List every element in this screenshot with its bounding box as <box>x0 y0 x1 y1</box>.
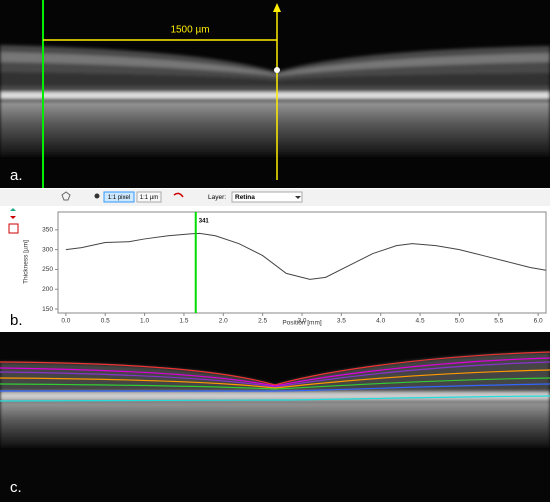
x-tick-label: 2.5 <box>258 318 267 325</box>
x-tick-label: 4.5 <box>416 318 425 325</box>
y-tick-label: 200 <box>42 286 53 293</box>
scale-annotation: 1500 µm <box>170 25 209 36</box>
pixel-button[interactable] <box>103 191 135 203</box>
layer-dropdown[interactable] <box>231 191 303 203</box>
panel-label: c. <box>10 479 22 496</box>
button-label: 1:1 µm <box>140 195 158 201</box>
x-tick-label: 1.0 <box>140 318 149 325</box>
y-tick-label: 250 <box>42 266 53 273</box>
oct-scan-c: c. <box>0 332 550 502</box>
x-tick-label: 6.0 <box>534 318 543 325</box>
x-tick-label: 4.0 <box>376 318 385 325</box>
thickness-panel: 1:1 pixel 1:1 µm Layer: Retina Thickness… <box>0 189 550 331</box>
marker-value-label: 341 <box>199 219 210 225</box>
x-tick-label: 0.5 <box>101 318 110 325</box>
y-tick-label: 350 <box>42 227 53 234</box>
y-axis-title: Thickness [µm] <box>23 240 30 284</box>
x-tick-label: 3.0 <box>297 318 306 325</box>
x-tick-label: 0.0 <box>61 318 70 325</box>
x-tick-label: 3.5 <box>337 318 346 325</box>
button-label: 1:1 pixel <box>108 195 130 201</box>
oct-scan-a: 1500 µm a. <box>0 0 550 188</box>
x-axis-title: Position [mm] <box>282 320 322 327</box>
x-tick-label: 5.5 <box>494 318 503 325</box>
layer-label: Layer: <box>208 194 226 201</box>
x-tick-label: 5.0 <box>455 318 464 325</box>
panel-label: a. <box>10 167 23 184</box>
y-tick-label: 300 <box>42 246 53 253</box>
person-icon[interactable] <box>94 193 100 199</box>
hand-icon[interactable] <box>61 191 71 201</box>
x-tick-label: 1.5 <box>179 318 188 325</box>
y-tick-label: 150 <box>42 306 53 313</box>
layer-value: Retina <box>235 194 255 201</box>
panel-label: b. <box>10 312 23 329</box>
tool-icon[interactable] <box>173 192 184 198</box>
x-tick-label: 2.0 <box>219 318 228 325</box>
um-button[interactable] <box>136 191 162 203</box>
thickness-line <box>65 232 547 280</box>
